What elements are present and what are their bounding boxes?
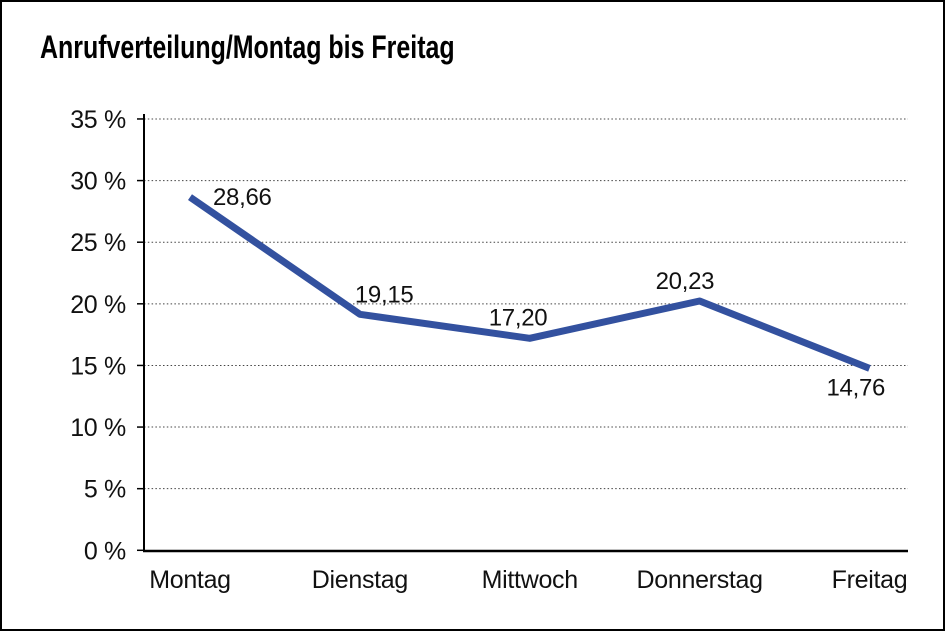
- y-axis-tick-label: 5 %: [84, 476, 126, 504]
- y-axis-tick-label: 35 %: [70, 106, 126, 134]
- y-axis-tick-label: 20 %: [70, 291, 126, 319]
- y-axis-tick-label: 0 %: [84, 537, 126, 565]
- data-point-label: 19,15: [355, 281, 414, 308]
- chart-title: Anrufverteilung/Montag bis Freitag: [40, 29, 455, 65]
- x-axis-category-label: Freitag: [832, 566, 908, 594]
- data-point-label: 17,20: [489, 304, 548, 331]
- x-axis-category-label: Mittwoch: [482, 566, 578, 594]
- x-axis-category-label: Donnerstag: [637, 566, 763, 594]
- y-axis-tick-label: 25 %: [70, 229, 126, 257]
- data-point-label: 28,66: [213, 184, 272, 211]
- y-axis-tick-label: 30 %: [70, 168, 126, 196]
- data-point-label: 14,76: [827, 374, 886, 401]
- y-axis-tick-label: 15 %: [70, 352, 126, 380]
- data-line: [188, 194, 871, 372]
- data-point-label: 20,23: [656, 268, 715, 295]
- x-axis-category-label: Dienstag: [312, 566, 408, 594]
- x-axis-category-label: Montag: [149, 566, 231, 594]
- y-axis-tick-label: 10 %: [70, 414, 126, 442]
